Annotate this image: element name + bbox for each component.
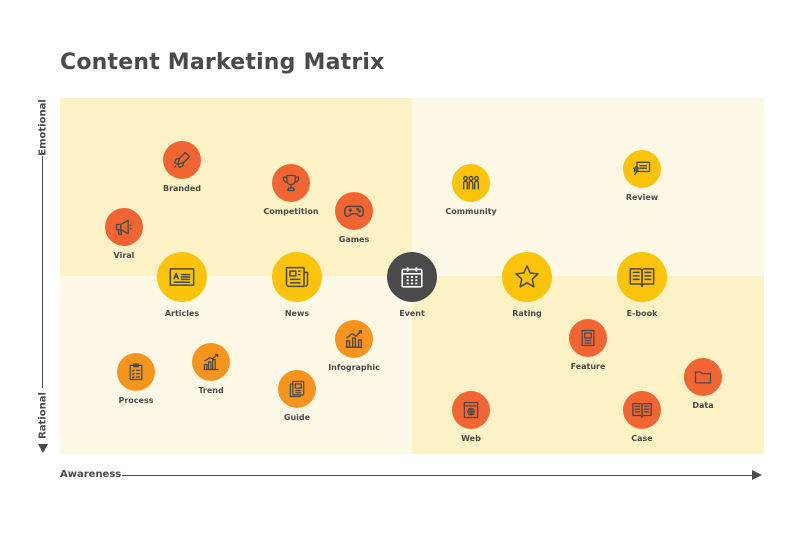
book-icon xyxy=(623,391,661,429)
item-label: Review xyxy=(625,193,659,202)
review-icon xyxy=(623,150,661,188)
quadrant-top-left xyxy=(60,98,412,276)
y-axis-top-label: Emotional xyxy=(37,99,49,156)
item-label: Viral xyxy=(113,251,135,260)
item-label: Process xyxy=(118,396,154,405)
item-label: Competition xyxy=(263,207,319,216)
x-axis-label: Awareness xyxy=(60,469,122,480)
item-label: Articles xyxy=(164,309,200,318)
megaphone-icon xyxy=(105,208,143,246)
page-title: Content Marketing Matrix xyxy=(60,50,385,75)
item-label: Community xyxy=(445,207,497,216)
feature-icon xyxy=(569,319,607,357)
y-axis-bottom-label: Rational xyxy=(37,392,49,439)
trend-icon xyxy=(192,343,230,381)
y-axis: Emotional Rational xyxy=(37,98,49,456)
article-icon xyxy=(157,252,207,302)
item-label: Data xyxy=(692,401,714,410)
item-label: Branded xyxy=(162,184,201,193)
x-axis-arrow xyxy=(752,470,762,480)
item-label: Feature xyxy=(570,362,606,371)
item-label: Case xyxy=(631,434,653,443)
trophy-icon xyxy=(272,164,310,202)
item-label: News xyxy=(284,309,310,318)
y-axis-arrow xyxy=(38,444,48,453)
x-axis-line xyxy=(122,475,754,476)
item-label: E-book xyxy=(626,309,658,318)
newspaper-icon xyxy=(272,252,322,302)
book-icon xyxy=(617,252,667,302)
item-label: Web xyxy=(461,434,481,443)
star-icon xyxy=(502,252,552,302)
item-label: Guide xyxy=(283,413,311,422)
chart-icon xyxy=(335,320,373,358)
web-icon xyxy=(452,391,490,429)
item-label: Trend xyxy=(198,386,224,395)
people-icon xyxy=(452,164,490,202)
folder-icon xyxy=(684,358,722,396)
guide-icon xyxy=(278,370,316,408)
y-axis-line xyxy=(42,156,43,388)
rocket-icon xyxy=(163,141,201,179)
calendar-icon xyxy=(387,252,437,302)
item-label: Event xyxy=(399,309,425,318)
item-label: Infographic xyxy=(328,363,380,372)
item-label: Games xyxy=(338,235,370,244)
item-label: Rating xyxy=(512,309,542,318)
checklist-icon xyxy=(117,353,155,391)
gamepad-icon xyxy=(335,192,373,230)
